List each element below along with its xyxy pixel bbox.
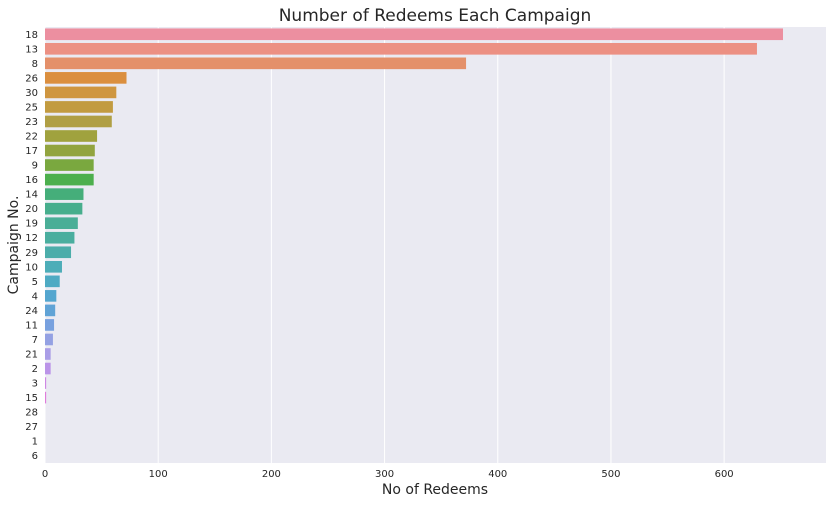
y-tick-labels: 1813826302523221791614201912291054241172…: [25, 30, 38, 462]
bar-campaign-30: [45, 86, 117, 99]
y-tick-label: 9: [32, 161, 38, 172]
plot-background: [45, 27, 826, 463]
x-tick-label: 400: [488, 469, 507, 480]
y-axis-label: Campaign No.: [6, 196, 22, 295]
bar-campaign-17: [45, 144, 95, 157]
y-tick-label: 1: [32, 437, 38, 448]
bar-campaign-15: [45, 391, 47, 404]
bar-campaign-19: [45, 217, 78, 230]
bar-campaign-20: [45, 202, 83, 215]
y-tick-label: 4: [32, 291, 38, 302]
y-tick-label: 8: [32, 59, 38, 70]
bar-campaign-2: [45, 362, 51, 375]
bar-campaign-11: [45, 319, 55, 331]
y-tick-label: 25: [25, 102, 38, 113]
y-tick-label: 21: [25, 350, 38, 361]
bar-campaign-9: [45, 159, 94, 171]
y-tick-label: 6: [32, 451, 38, 462]
bar-campaign-22: [45, 130, 98, 142]
y-tick-label: 13: [25, 44, 38, 55]
bar-campaign-8: [45, 57, 467, 70]
y-tick-label: 30: [25, 88, 38, 99]
y-tick-label: 20: [25, 204, 38, 215]
y-tick-label: 10: [25, 262, 38, 273]
bar-campaign-13: [45, 42, 757, 55]
bar-campaign-5: [45, 275, 60, 288]
y-tick-label: 29: [25, 248, 38, 259]
y-tick-label: 27: [25, 422, 38, 433]
bar-campaign-10: [45, 260, 62, 273]
bar-campaign-18: [45, 28, 783, 41]
y-tick-label: 3: [32, 379, 38, 390]
bar-campaign-24: [45, 304, 56, 317]
y-tick-label: 18: [25, 30, 38, 41]
y-tick-label: 23: [25, 117, 38, 128]
y-tick-label: 17: [25, 146, 38, 157]
x-tick-label: 100: [149, 469, 168, 480]
y-tick-label: 2: [32, 364, 38, 375]
y-tick-label: 7: [32, 335, 38, 346]
bars: [45, 28, 783, 404]
bar-campaign-4: [45, 290, 57, 302]
bar-campaign-26: [45, 72, 127, 84]
bar-campaign-16: [45, 173, 94, 186]
y-tick-label: 14: [25, 190, 38, 201]
y-tick-label: 28: [25, 408, 38, 419]
y-tick-label: 22: [25, 132, 38, 143]
x-axis-label: No of Redeems: [382, 482, 488, 498]
y-tick-label: 26: [25, 73, 38, 84]
bar-campaign-21: [45, 348, 51, 360]
y-tick-label: 12: [25, 233, 38, 244]
y-tick-label: 11: [25, 320, 38, 331]
bar-campaign-12: [45, 231, 75, 244]
x-tick-labels: 0 100 200 300 400 500 600: [42, 469, 734, 480]
x-tick-label: 0: [42, 469, 48, 480]
x-tick-label: 600: [715, 469, 734, 480]
x-tick-label: 200: [262, 469, 281, 480]
bar-campaign-14: [45, 188, 84, 200]
y-tick-label: 5: [32, 277, 38, 288]
bar-campaign-3: [45, 377, 47, 389]
x-tick-label: 300: [375, 469, 394, 480]
x-tick-label: 500: [601, 469, 620, 480]
y-tick-label: 24: [25, 306, 38, 317]
y-tick-label: 16: [25, 175, 38, 186]
bar-campaign-29: [45, 246, 72, 259]
y-tick-label: 19: [25, 219, 38, 230]
bar-campaign-25: [45, 101, 113, 113]
bar-campaign-23: [45, 115, 112, 128]
bar-campaign-7: [45, 333, 53, 346]
y-tick-label: 15: [25, 393, 38, 404]
grid-lines: [44, 27, 725, 463]
chart-title: Number of Redeems Each Campaign: [279, 6, 592, 26]
